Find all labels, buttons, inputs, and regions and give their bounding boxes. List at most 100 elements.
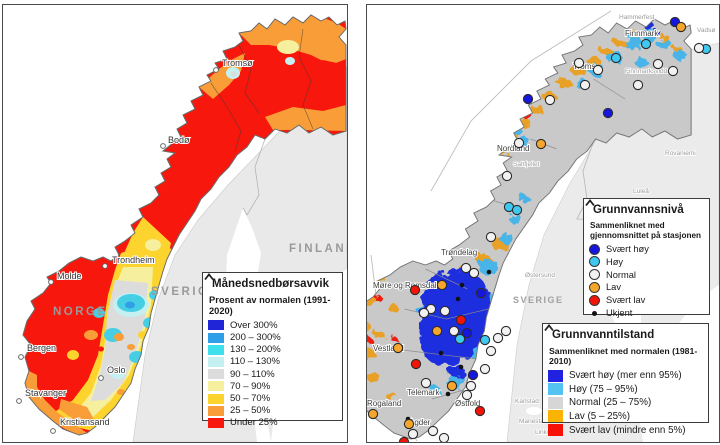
groundwater-station-ukjent[interactable] bbox=[445, 391, 451, 397]
groundwater-station-svaert_lav[interactable] bbox=[398, 436, 410, 442]
place-label: Vadsø bbox=[697, 27, 715, 34]
chevron-up-icon bbox=[204, 273, 214, 281]
groundwater-station-normal[interactable] bbox=[693, 42, 705, 54]
groundwater-state-legend-header[interactable]: Grunnvanntilstand bbox=[543, 324, 708, 343]
groundwater-station-normal[interactable] bbox=[418, 307, 430, 319]
groundwater-station-svaert_lav[interactable] bbox=[474, 405, 486, 417]
city-marker bbox=[48, 279, 54, 285]
legend-item: Svært høy bbox=[584, 243, 709, 256]
city-marker bbox=[18, 354, 24, 360]
groundwater-station-lav[interactable] bbox=[392, 342, 404, 354]
city-labels: Tromsø Bodø Trondheim Molde Bergen Oslo Stavan… bbox=[16, 57, 254, 434]
legend-item: Høy bbox=[584, 255, 709, 268]
precipitation-legend-title: Månedsnedbørsavvik bbox=[212, 278, 329, 290]
groundwater-station-lav[interactable] bbox=[403, 418, 415, 430]
groundwater-station-svaert_lav[interactable] bbox=[410, 358, 422, 370]
groundwater-station-normal[interactable] bbox=[439, 305, 451, 317]
groundwater-station-normal[interactable] bbox=[461, 389, 473, 401]
groundwater-station-normal[interactable] bbox=[468, 267, 480, 279]
legend-item: Svært lav (mindre enn 5%) bbox=[543, 423, 708, 437]
groundwater-station-hoy[interactable] bbox=[479, 334, 491, 346]
precipitation-legend-items: Over 300% 200 – 300% 130 – 200% 110 – 130% 9… bbox=[203, 319, 342, 429]
groundwater-station-normal[interactable] bbox=[573, 57, 585, 69]
groundwater-station-normal[interactable] bbox=[513, 137, 525, 149]
groundwater-station-normal[interactable] bbox=[492, 332, 504, 344]
groundwater-station-lav[interactable] bbox=[431, 325, 443, 337]
groundwater-station-svaert_hoy[interactable] bbox=[461, 327, 473, 339]
groundwater-station-ukjent[interactable] bbox=[458, 364, 464, 370]
precipitation-legend: Månedsnedbørsavvik Prosent av normalen (… bbox=[202, 272, 343, 428]
groundwater-station-normal[interactable] bbox=[460, 262, 472, 274]
groundwater-station-normal[interactable] bbox=[544, 94, 556, 106]
groundwater-station-hoy[interactable] bbox=[640, 38, 652, 50]
city-marker bbox=[50, 428, 56, 434]
place-label: Luleå bbox=[633, 187, 649, 195]
groundwater-station-svaert_hoy[interactable] bbox=[467, 369, 479, 381]
groundwater-station-lav[interactable] bbox=[436, 279, 448, 291]
groundwater-level-legend-header[interactable]: Grunnvannsnivå bbox=[584, 199, 709, 218]
region-label: Trøndelag bbox=[441, 248, 477, 257]
groundwater-station-normal[interactable] bbox=[632, 79, 644, 91]
groundwater-station-normal[interactable] bbox=[485, 345, 497, 357]
groundwater-station-ukjent[interactable] bbox=[459, 282, 465, 288]
legend-item-label: Under 25% bbox=[230, 417, 278, 429]
groundwater-station-normal[interactable] bbox=[438, 432, 450, 442]
place-label: Rovaniemi bbox=[665, 150, 696, 157]
legend-item: Lav bbox=[584, 281, 709, 294]
groundwater-station-normal[interactable] bbox=[427, 425, 439, 437]
legend-item-label: Normal (25 – 75%) bbox=[569, 397, 652, 409]
groundwater-station-ukjent[interactable] bbox=[486, 269, 492, 275]
groundwater-level-legend-subtitle: Sammenliknet med gjennomsnittet på stasj… bbox=[590, 221, 701, 240]
groundwater-station-normal[interactable] bbox=[500, 325, 512, 337]
legend-item-label: Høy bbox=[606, 256, 624, 267]
precipitation-legend-header[interactable]: Månedsnedbørsavvik bbox=[203, 273, 342, 292]
legend-item-label: Svært lav bbox=[606, 295, 646, 306]
groundwater-station-lav[interactable] bbox=[367, 408, 379, 420]
groundwater-station-ukjent[interactable] bbox=[455, 296, 461, 302]
legend-color-swatch bbox=[208, 417, 224, 428]
city-marker bbox=[102, 263, 108, 269]
groundwater-station-svaert_lav[interactable] bbox=[455, 314, 467, 326]
city-marker bbox=[160, 143, 166, 149]
groundwater-station-normal[interactable] bbox=[448, 325, 460, 337]
groundwater-station-normal[interactable] bbox=[407, 428, 419, 440]
groundwater-station-normal[interactable] bbox=[579, 79, 591, 91]
groundwater-station-hoy[interactable] bbox=[511, 204, 523, 216]
legend-item: 110 – 130% bbox=[203, 356, 342, 368]
groundwater-station-lav[interactable] bbox=[535, 138, 547, 150]
legend-item: Svært høy (mer enn 95%) bbox=[543, 369, 708, 383]
groundwater-station-normal[interactable] bbox=[652, 58, 664, 70]
groundwater-station-normal[interactable] bbox=[485, 231, 497, 243]
legend-item: Ukjent bbox=[584, 307, 709, 320]
legend-item: 25 – 50% bbox=[203, 405, 342, 417]
groundwater-station-normal[interactable] bbox=[501, 170, 513, 182]
groundwater-station-normal[interactable] bbox=[465, 380, 477, 392]
groundwater-station-normal[interactable] bbox=[592, 64, 604, 76]
legend-item: 70 – 90% bbox=[203, 380, 342, 392]
groundwater-station-svaert_lav[interactable] bbox=[409, 284, 421, 296]
groundwater-station-normal[interactable] bbox=[420, 377, 432, 389]
groundwater-station-svaert_hoy[interactable] bbox=[602, 107, 614, 119]
region-labels: Finnmark Troms Nordland Trøndelag Møre og Ro… bbox=[367, 28, 660, 428]
legend-item: 200 – 300% bbox=[203, 332, 342, 344]
legend-color-swatch bbox=[548, 369, 563, 382]
groundwater-map-panel[interactable]: Hammerfest Vadsø Finnmarksvidda Saltfjellet… bbox=[366, 4, 720, 443]
groundwater-station-svaert_hoy[interactable] bbox=[522, 93, 534, 105]
city-marker bbox=[16, 398, 22, 404]
groundwater-station-hoy[interactable] bbox=[454, 333, 466, 345]
groundwater-station-lav[interactable] bbox=[446, 380, 458, 392]
groundwater-station-lav[interactable] bbox=[675, 21, 687, 33]
region-label: Nordland bbox=[497, 144, 529, 153]
legend-item: 130 – 200% bbox=[203, 344, 342, 356]
groundwater-station-normal[interactable] bbox=[667, 65, 679, 77]
groundwater-station-ukjent[interactable] bbox=[438, 350, 444, 356]
legend-item-label: 130 – 200% bbox=[230, 344, 281, 356]
region-label: Telemark bbox=[407, 388, 440, 397]
groundwater-station-svaert_hoy[interactable] bbox=[475, 287, 487, 299]
country-label: SVERIGE bbox=[151, 286, 220, 298]
legend-color-swatch bbox=[548, 424, 563, 437]
groundwater-station-hoy[interactable] bbox=[610, 52, 622, 64]
groundwater-station-normal[interactable] bbox=[479, 363, 491, 375]
legend-item: Normal (25 – 75%) bbox=[543, 396, 708, 410]
precipitation-map-panel[interactable]: NORGE SVERIGE FINLAND Tromsø Bodø Trondheim M… bbox=[2, 4, 348, 443]
